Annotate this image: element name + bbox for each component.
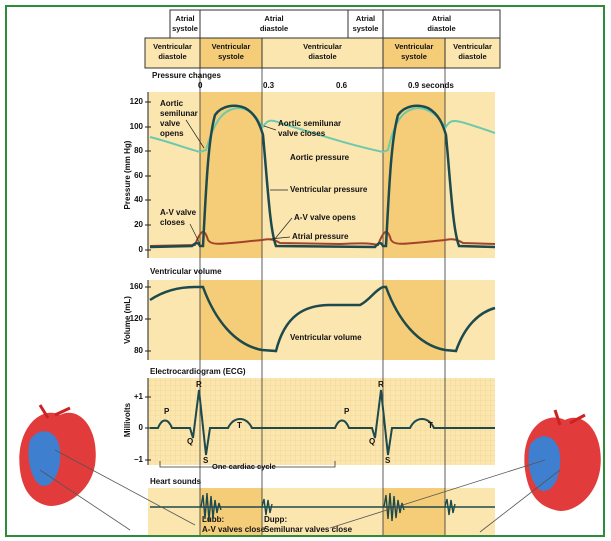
panel-title: Heart sounds: [150, 477, 202, 486]
annotation: A-V valve: [160, 208, 197, 217]
y-tick-label: 80: [134, 146, 143, 155]
axis-title: Millivolts: [123, 402, 132, 437]
wave-label: P: [164, 407, 170, 416]
annotation: opens: [160, 129, 184, 138]
annotation: Aortic: [160, 99, 184, 108]
axis-title: Pressure (mm Hg): [123, 140, 132, 209]
wave-label: R: [196, 380, 202, 389]
wave-label: Q: [369, 437, 375, 446]
y-tick-label: 40: [134, 195, 143, 204]
time-tick: 0.9 seconds: [408, 81, 454, 90]
annotation: Lubb:: [202, 515, 224, 524]
y-tick-label: 160: [130, 282, 144, 291]
y-tick-label: 120: [130, 97, 144, 106]
annotation: Atrial pressure: [292, 232, 349, 241]
y-tick-label: 80: [134, 346, 143, 355]
panel-title: Pressure changes: [152, 71, 221, 80]
annotation: Dupp:: [264, 515, 287, 524]
annotation: A-V valve opens: [294, 213, 356, 222]
annotation: Aortic semilunar: [278, 119, 341, 128]
annotation: valve: [160, 119, 181, 128]
wave-label: T: [237, 421, 242, 430]
systole-band: [383, 92, 445, 258]
annotation: Semilunar valves close: [264, 525, 353, 534]
y-tick-label: 120: [130, 314, 144, 323]
wave-label: R: [378, 380, 384, 389]
y-tick-label: 0: [139, 245, 144, 254]
time-tick: 0.6: [336, 81, 348, 90]
annotation: Ventricular volume: [290, 333, 362, 342]
wave-label: S: [203, 456, 209, 465]
annotation: Aortic pressure: [290, 153, 350, 162]
wave-label: P: [344, 407, 350, 416]
panel-title: Ventricular volume: [150, 267, 222, 276]
annotation: closes: [160, 218, 185, 227]
y-tick-label: 20: [134, 220, 143, 229]
cycle-label: One cardiac cycle: [212, 462, 276, 471]
wave-label: T: [428, 421, 433, 430]
y-tick-label: 60: [134, 171, 143, 180]
annotation: A-V valves close: [202, 525, 266, 534]
annotation: valve closes: [278, 129, 326, 138]
wave-label: S: [385, 456, 391, 465]
annotation: Ventricular pressure: [290, 185, 368, 194]
panel-title: Electrocardiogram (ECG): [150, 367, 246, 376]
y-tick-label: –1: [134, 455, 143, 464]
time-tick: 0: [198, 81, 203, 90]
y-tick-label: 0: [139, 423, 144, 432]
annotation: semilunar: [160, 109, 198, 118]
time-tick: 0.3: [263, 81, 275, 90]
wiggers-diagram: AtrialsystoleAtrialdiastoleAtrialsystole…: [0, 0, 611, 541]
wave-label: Q: [187, 437, 193, 446]
y-tick-label: 100: [130, 122, 144, 131]
y-tick-label: +1: [134, 392, 144, 401]
systole-band: [200, 92, 262, 258]
